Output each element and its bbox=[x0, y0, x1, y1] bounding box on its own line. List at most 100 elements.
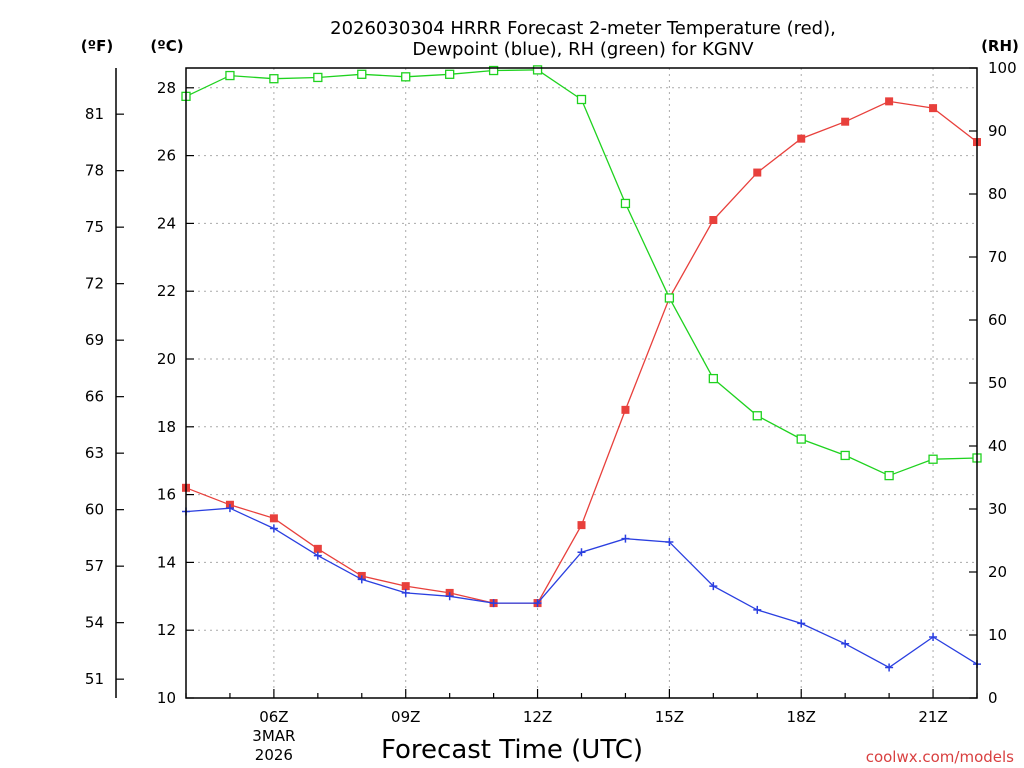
credit-text: coolwx.com/models bbox=[866, 748, 1014, 766]
celsius-tick-label-14: 14 bbox=[157, 553, 176, 571]
rh-point-17 bbox=[752, 411, 762, 421]
rh-point-15 bbox=[664, 293, 675, 303]
fahrenheit-tick-label-51: 51 bbox=[85, 670, 104, 688]
x-axis-label: Forecast Time (UTC) bbox=[381, 735, 643, 765]
rh-tick-label-40: 40 bbox=[988, 437, 1007, 455]
temperature-point-13 bbox=[577, 521, 586, 530]
dewpoint-point-15 bbox=[665, 538, 674, 547]
rh-tick-label-10: 10 bbox=[988, 626, 1007, 644]
x-tick-sublabel-06Z-1: 2026 bbox=[255, 746, 293, 764]
temperature-point-7 bbox=[313, 544, 322, 553]
dewpoint-point-18 bbox=[797, 619, 806, 628]
dewpoint-point-13 bbox=[577, 548, 586, 557]
rh-line bbox=[185, 69, 978, 477]
rh-point-11 bbox=[488, 65, 499, 76]
rh-point-16 bbox=[708, 373, 718, 384]
chart-title-line-2: Dewpoint (blue), RH (green) for KGNV bbox=[412, 39, 754, 60]
x-tick-label-21Z: 21Z bbox=[918, 708, 947, 726]
dewpoint-series bbox=[182, 504, 981, 672]
chart-title-line-1: 2026030304 HRRR Forecast 2-meter Tempera… bbox=[330, 18, 836, 39]
rh-point-13 bbox=[576, 94, 587, 105]
rh-point-8 bbox=[357, 69, 367, 79]
temperature-point-18 bbox=[797, 134, 806, 143]
dewpoint-point-12 bbox=[533, 599, 542, 608]
rh-point-12 bbox=[532, 65, 543, 75]
celsius-axis-unit: (ºC) bbox=[150, 37, 183, 55]
rh-series bbox=[181, 65, 982, 481]
celsius-tick-label-28: 28 bbox=[157, 79, 176, 97]
dewpoint-point-20 bbox=[885, 663, 894, 672]
fahrenheit-axis-unit: (ºF) bbox=[81, 37, 113, 55]
rh-point-18 bbox=[796, 434, 806, 444]
celsius-tick-label-12: 12 bbox=[157, 621, 176, 639]
rh-point-14 bbox=[620, 198, 631, 209]
dewpoint-point-6 bbox=[269, 524, 278, 533]
x-tick-label-09Z: 09Z bbox=[391, 708, 420, 726]
temperature-point-9 bbox=[401, 582, 410, 591]
dewpoint-point-19 bbox=[841, 639, 850, 648]
fahrenheit-tick-label-81: 81 bbox=[85, 105, 104, 123]
grid-lines bbox=[186, 68, 977, 698]
dewpoint-point-9 bbox=[401, 588, 410, 597]
fahrenheit-tick-label-54: 54 bbox=[85, 614, 104, 632]
rh-point-10 bbox=[445, 69, 455, 79]
dewpoint-point-11 bbox=[489, 599, 498, 608]
rh-point-7 bbox=[313, 72, 323, 83]
fahrenheit-axis: 51 54 57 60 63 66 69 72 75 78 81 bbox=[85, 68, 124, 698]
rh-tick-label-100: 100 bbox=[988, 59, 1017, 77]
dewpoint-point-21 bbox=[929, 632, 938, 641]
fahrenheit-tick-label-66: 66 bbox=[85, 388, 104, 406]
rh-tick-label-60: 60 bbox=[988, 311, 1007, 329]
rh-point-21 bbox=[928, 454, 938, 464]
dewpoint-point-7 bbox=[313, 551, 322, 560]
plot-frame bbox=[185, 67, 978, 699]
dewpoint-line bbox=[185, 507, 978, 669]
rh-point-5 bbox=[225, 70, 235, 81]
temperature-point-21 bbox=[929, 104, 938, 113]
celsius-tick-label-20: 20 bbox=[157, 350, 176, 368]
x-tick-label-06Z: 06Z bbox=[259, 708, 288, 726]
dewpoint-point-8 bbox=[357, 575, 366, 584]
fahrenheit-tick-label-69: 69 bbox=[85, 331, 104, 349]
temperature-point-17 bbox=[753, 168, 762, 177]
x-tick-sublabel-06Z-0: 3MAR bbox=[252, 727, 295, 745]
x-tick-label-15Z: 15Z bbox=[655, 708, 684, 726]
rh-tick-label-20: 20 bbox=[988, 563, 1007, 581]
celsius-tick-label-26: 26 bbox=[157, 147, 176, 165]
fahrenheit-tick-label-60: 60 bbox=[85, 501, 104, 519]
rh-axis-unit: (RH) bbox=[981, 37, 1019, 55]
dewpoint-point-17 bbox=[753, 605, 762, 614]
celsius-axis: 10 12 14 16 18 20 22 24 26 28 bbox=[157, 79, 194, 707]
celsius-tick-label-10: 10 bbox=[157, 689, 176, 707]
temperature-point-16 bbox=[709, 216, 718, 225]
x-tick-label-18Z: 18Z bbox=[787, 708, 816, 726]
celsius-tick-label-22: 22 bbox=[157, 282, 176, 300]
rh-tick-label-70: 70 bbox=[988, 248, 1007, 266]
rh-axis: 0 10 20 30 40 50 60 70 80 90 100 bbox=[969, 59, 1017, 707]
rh-tick-label-30: 30 bbox=[988, 500, 1007, 518]
fahrenheit-tick-label-75: 75 bbox=[85, 218, 104, 236]
dewpoint-point-14 bbox=[621, 534, 630, 543]
fahrenheit-tick-label-72: 72 bbox=[85, 275, 104, 293]
dewpoint-point-5 bbox=[225, 504, 234, 513]
rh-tick-label-80: 80 bbox=[988, 185, 1007, 203]
celsius-tick-label-16: 16 bbox=[157, 486, 176, 504]
temperature-point-6 bbox=[269, 514, 278, 523]
temperature-point-20 bbox=[885, 97, 894, 106]
rh-tick-label-50: 50 bbox=[988, 374, 1007, 392]
celsius-tick-label-24: 24 bbox=[157, 214, 176, 232]
rh-point-9 bbox=[401, 72, 411, 82]
series-layer bbox=[181, 65, 982, 672]
rh-tick-label-0: 0 bbox=[988, 689, 998, 707]
fahrenheit-tick-label-57: 57 bbox=[85, 557, 104, 575]
x-tick-label-12Z: 12Z bbox=[523, 708, 552, 726]
temperature-point-14 bbox=[621, 405, 630, 414]
temperature-point-19 bbox=[841, 117, 850, 126]
dewpoint-point-10 bbox=[445, 592, 454, 601]
rh-tick-label-90: 90 bbox=[988, 122, 1007, 140]
rh-point-19 bbox=[840, 450, 850, 461]
rh-point-6 bbox=[269, 74, 279, 84]
rh-point-20 bbox=[884, 470, 894, 481]
